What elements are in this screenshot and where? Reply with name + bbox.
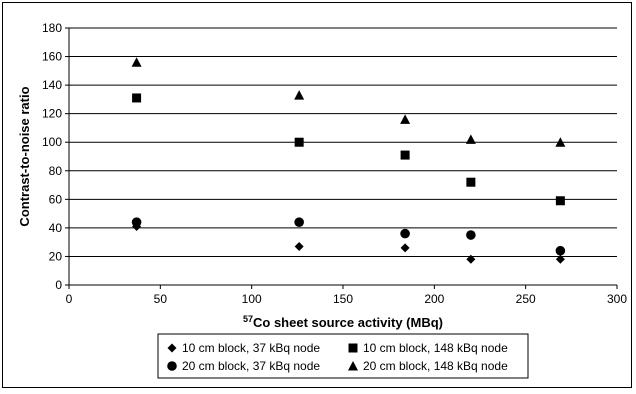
- legend-item: 10 cm block, 148 kBq node: [348, 341, 508, 355]
- y-tick-label: 140: [42, 78, 62, 92]
- triangle-point: [294, 90, 305, 100]
- x-tick-labels: 0 50 100 150 200 250 300: [66, 292, 628, 306]
- circle-point: [555, 245, 566, 256]
- legend-item: 20 cm block, 148 kBq node: [348, 359, 508, 373]
- x-tick-label: 250: [516, 292, 536, 306]
- square-point: [466, 177, 476, 187]
- y-tick-label: 160: [42, 50, 62, 64]
- diamond-point: [400, 243, 410, 253]
- circle-point: [131, 217, 142, 227]
- legend-diamond-icon: [167, 343, 177, 353]
- triangle-point: [131, 57, 142, 67]
- y-axis-label: Contrast-to-noise ratio: [17, 86, 32, 226]
- y-tick-label: 80: [49, 164, 63, 178]
- series-3: [131, 217, 566, 256]
- legend-label: 20 cm block, 37 kBq node: [182, 359, 320, 373]
- scatter-chart: 0 50 100 150 200 250 300 0 20 40 60 80 100 120 140 160…: [17, 21, 628, 379]
- x-tick-label: 100: [242, 292, 262, 306]
- triangle-point: [400, 114, 411, 124]
- legend-item: 10 cm block, 37 kBq node: [167, 341, 320, 355]
- circle-point: [400, 228, 410, 239]
- x-tick-label: 150: [333, 292, 353, 306]
- legend-triangle-icon: [348, 361, 358, 371]
- legend: 10 cm block, 37 kBq node 10 cm block, 148…: [157, 333, 529, 379]
- x-axis-label-text: Co sheet source activity (MBq): [253, 315, 443, 330]
- series-2: [132, 93, 565, 206]
- series-4: [131, 57, 566, 147]
- legend-label: 10 cm block, 148 kBq node: [363, 341, 508, 355]
- y-tick-label: 60: [49, 192, 63, 206]
- legend-label: 20 cm block, 148 kBq node: [363, 359, 508, 373]
- data-points: [131, 57, 566, 264]
- x-tick-label: 200: [424, 292, 444, 306]
- x-tick-label: 0: [66, 292, 73, 306]
- square-point: [400, 150, 410, 160]
- legend-label: 10 cm block, 37 kBq node: [182, 341, 320, 355]
- diamond-point: [294, 241, 304, 251]
- square-point: [294, 137, 304, 147]
- legend-box: [157, 333, 529, 379]
- x-tick-label: 300: [607, 292, 627, 306]
- y-tick-label: 100: [42, 135, 62, 149]
- legend-item: 20 cm block, 37 kBq node: [167, 359, 320, 373]
- gridlines: [69, 27, 617, 257]
- y-tick-label: 20: [49, 249, 63, 263]
- triangle-point: [465, 134, 476, 144]
- legend-square-icon: [348, 343, 358, 353]
- y-tick-label: 40: [49, 221, 63, 235]
- square-point: [555, 196, 565, 206]
- y-tick-label: 0: [55, 278, 62, 292]
- y-tick-label: 120: [42, 107, 62, 121]
- legend-circle-icon: [167, 361, 177, 371]
- x-axis-label-superscript: 57: [243, 314, 253, 324]
- circle-point: [466, 230, 476, 240]
- x-tick-label: 50: [154, 292, 168, 306]
- y-tick-labels: 0 20 40 60 80 100 120 140 160 180: [42, 21, 62, 292]
- axes: [65, 27, 618, 289]
- y-tick-label: 180: [42, 21, 62, 35]
- triangle-point: [555, 137, 566, 147]
- circle-point: [294, 217, 304, 227]
- square-point: [132, 93, 142, 103]
- x-axis-label: 57Co sheet source activity (MBq): [243, 314, 443, 330]
- chart-frame: 0 50 100 150 200 250 300 0 20 40 60 80 100 120 140 160…: [2, 2, 632, 388]
